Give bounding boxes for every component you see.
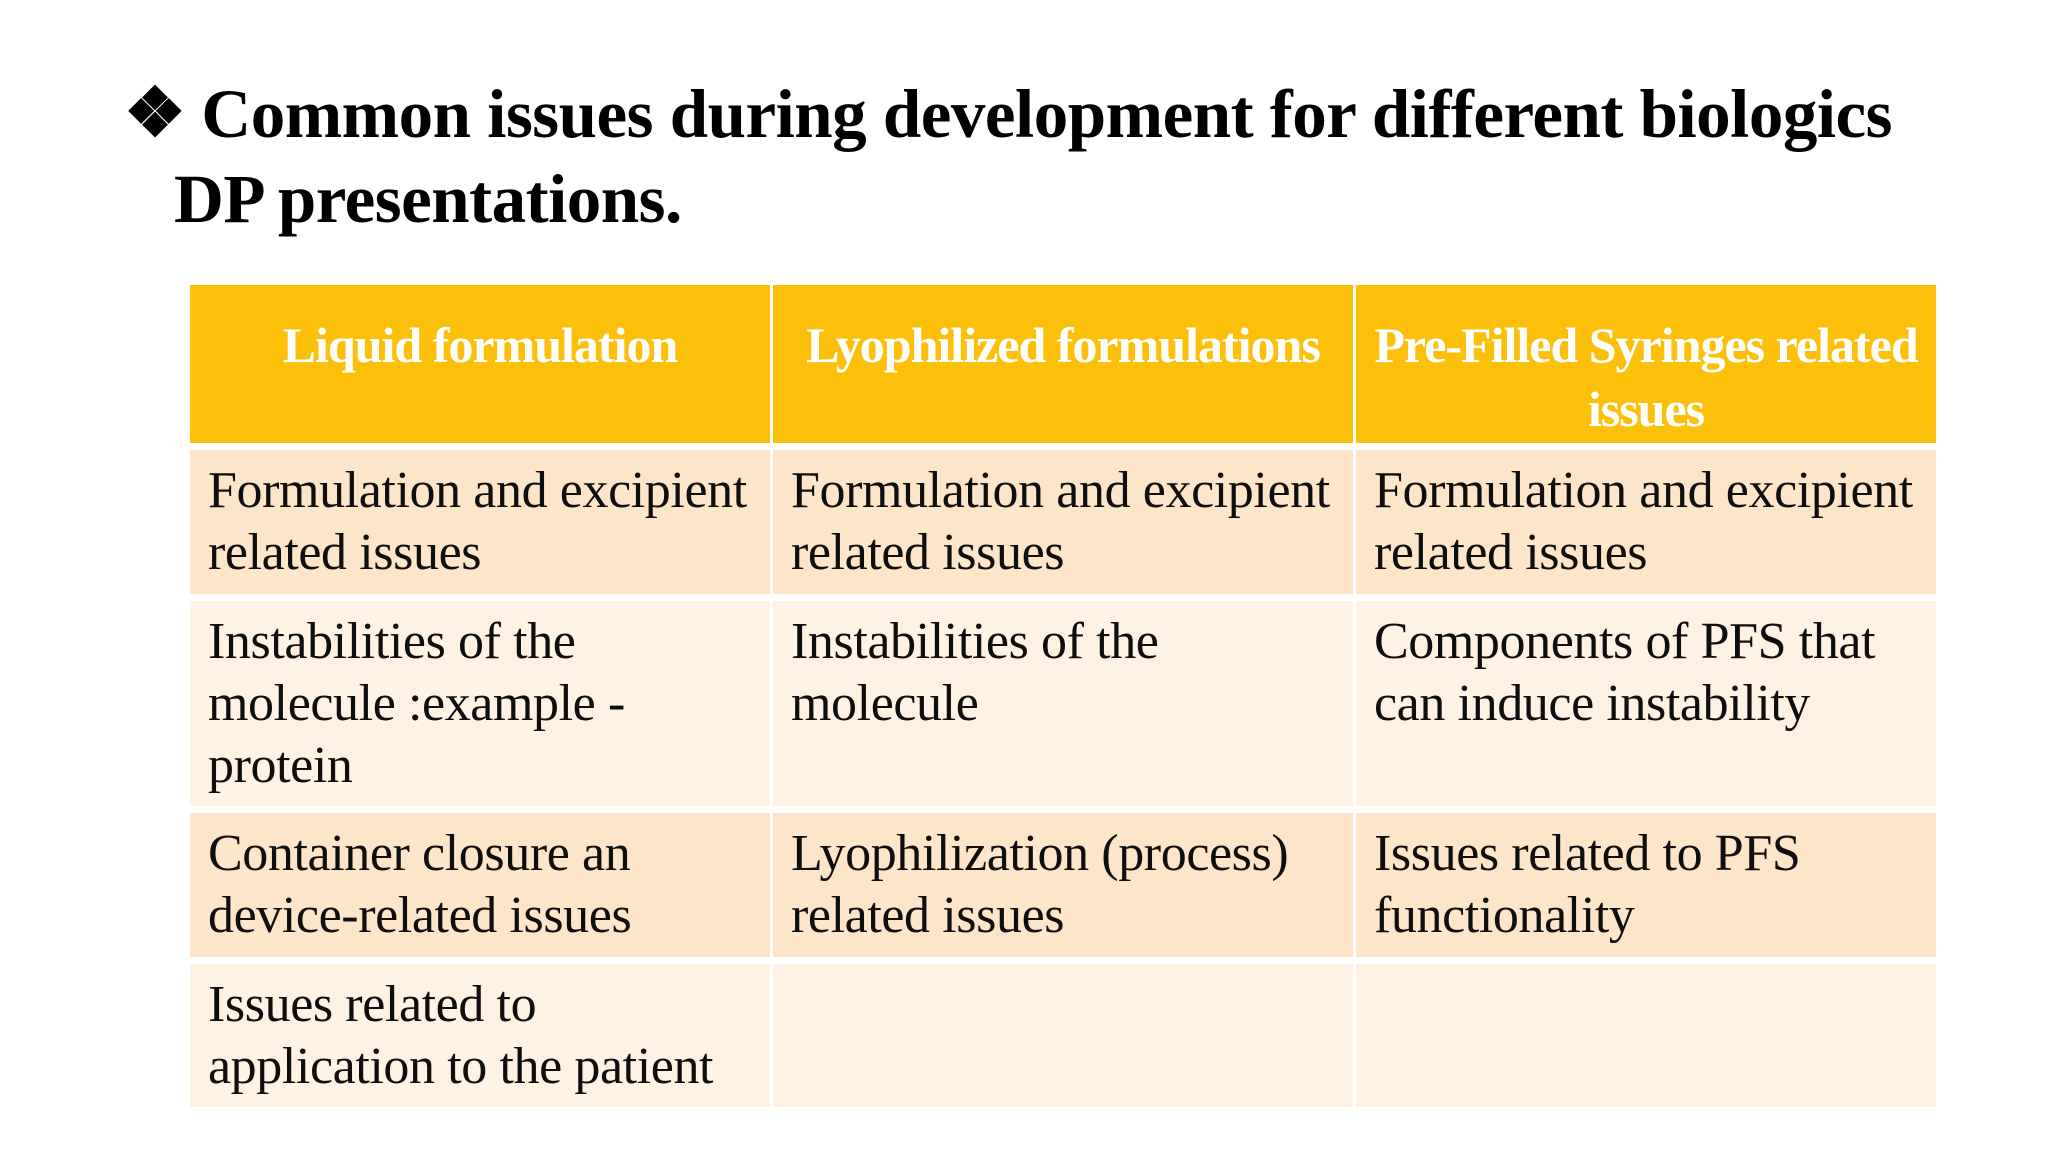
table-cell: Formulation and excipient related issues bbox=[1356, 450, 1936, 594]
table-cell: Instabilities of the molecule bbox=[773, 601, 1353, 806]
slide-title: ❖ Common issues during development for di… bbox=[124, 72, 2004, 242]
table-cell: Instabilities of the molecule :example -… bbox=[190, 601, 770, 806]
table-cell: Issues related to PFS functionality bbox=[1356, 813, 1936, 957]
title-line-2: DP presentations. bbox=[174, 161, 682, 237]
diamond-bullet-icon: ❖ bbox=[124, 75, 186, 151]
table-cell: Container closure an device-related issu… bbox=[190, 813, 770, 957]
title-line-1: ❖ Common issues during development for di… bbox=[124, 72, 2004, 157]
issues-table: Liquid formulation Lyophilized formulati… bbox=[190, 285, 1936, 1107]
title-text-line1: Common issues during development for dif… bbox=[201, 76, 1892, 152]
table-cell: Formulation and excipient related issues bbox=[773, 450, 1353, 594]
table-cell: Formulation and excipient related issues bbox=[190, 450, 770, 594]
table-cell: Issues related to application to the pat… bbox=[190, 964, 770, 1107]
table-cell: Components of PFS that can induce instab… bbox=[1356, 601, 1936, 806]
table-cell bbox=[773, 964, 1353, 1107]
column-header-lyophilized-formulations: Lyophilized formulations bbox=[773, 285, 1353, 443]
table-cell bbox=[1356, 964, 1936, 1107]
column-header-liquid-formulation: Liquid formulation bbox=[190, 285, 770, 443]
table-cell: Lyophilization (process) related issues bbox=[773, 813, 1353, 957]
column-header-prefilled-syringes: Pre-Filled Syringes related issues bbox=[1356, 285, 1936, 443]
